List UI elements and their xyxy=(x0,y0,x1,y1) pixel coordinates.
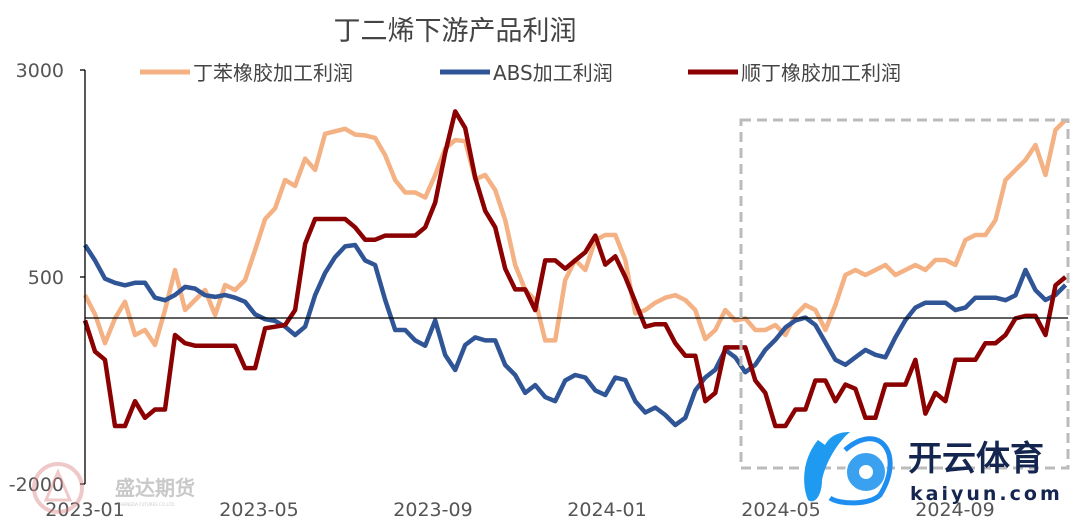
y-tick-label: 3000 xyxy=(16,60,64,82)
shengda-logo-subtext: SHENGDA FUTURES CO.,LTD xyxy=(118,502,174,507)
series-line-2 xyxy=(82,109,1067,429)
legend: 丁苯橡胶加工利润 ABS加工利润 顺丁橡胶加工利润 xyxy=(140,61,901,85)
y-axis-ticks: 3000 500 -2000 xyxy=(9,60,85,496)
shengda-logo-icon xyxy=(32,462,84,514)
x-tick-label: 2023-05 xyxy=(219,499,298,521)
shengda-watermark: 盛达期货 SHENGDA FUTURES CO.,LTD xyxy=(32,462,195,514)
series-line-1 xyxy=(83,242,1068,428)
kaiyun-watermark: 开云体育 kaiyun.com xyxy=(804,432,1063,506)
series-group xyxy=(82,109,1068,429)
kaiyun-logo-text: 开云体育 xyxy=(908,439,1044,479)
x-tick-label: 2024-09 xyxy=(915,499,994,521)
shengda-logo-text: 盛达期货 xyxy=(115,476,195,500)
highlight-box xyxy=(739,118,1070,470)
chart-title: 丁二烯下游产品利润 xyxy=(334,16,577,47)
x-tick-label: 2024-05 xyxy=(741,499,820,521)
series-line-0 xyxy=(83,118,1068,348)
legend-label: 顺丁橡胶加工利润 xyxy=(741,61,901,85)
legend-label: ABS加工利润 xyxy=(493,61,613,85)
y-tick-label: 500 xyxy=(28,267,64,289)
x-tick-label: 2023-09 xyxy=(393,499,472,521)
x-tick-label: 2023-01 xyxy=(45,499,124,521)
x-tick-label: 2024-01 xyxy=(567,499,646,521)
kaiyun-logo-subtext: kaiyun.com xyxy=(910,483,1063,505)
y-tick-label: -2000 xyxy=(9,474,64,496)
kaiyun-k-icon xyxy=(804,432,850,502)
x-axis-ticks: 2023-01 2023-05 2023-09 2024-01 2024-05 2024-… xyxy=(45,499,994,521)
legend-label: 丁苯橡胶加工利润 xyxy=(193,61,353,85)
